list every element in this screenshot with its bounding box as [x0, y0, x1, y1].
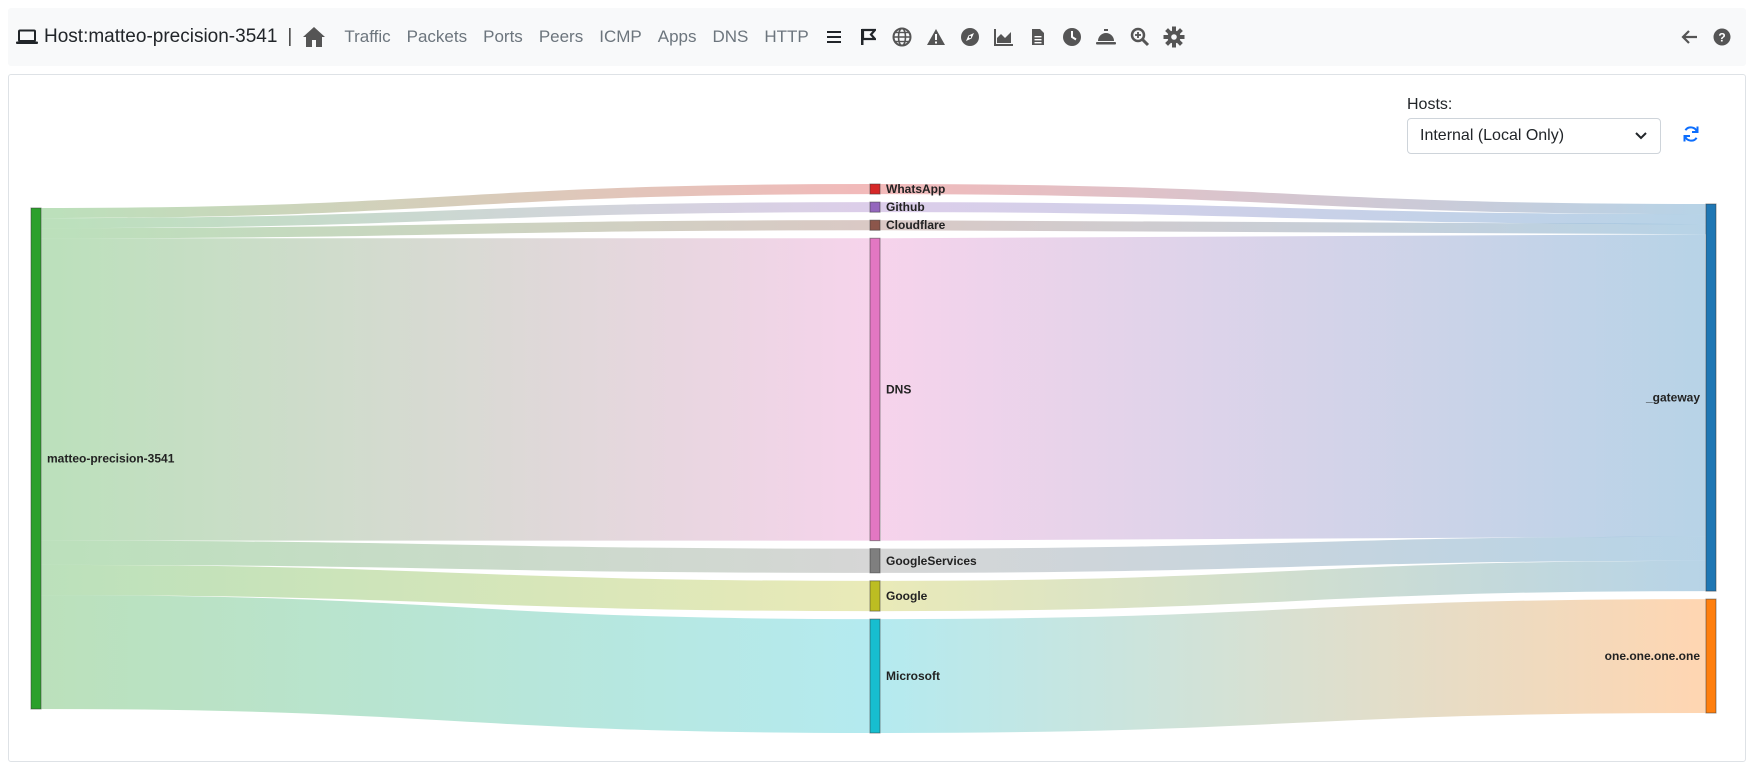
sankey-link-GoogleServices-to-_gateway[interactable] — [879, 536, 1707, 573]
sankey-label-DNS: DNS — [886, 382, 911, 396]
sankey-link-Github-to-_gateway[interactable] — [879, 202, 1707, 225]
sankey-node-Microsoft[interactable] — [869, 618, 881, 734]
hosts-filter-value: Internal (Local Only) — [1420, 127, 1565, 144]
sankey-label-Microsoft: Microsoft — [886, 669, 940, 683]
sankey-link-matteo-precision-3541-to-Microsoft[interactable] — [40, 595, 871, 733]
sankey-link-matteo-precision-3541-to-Github[interactable] — [40, 202, 871, 229]
sankey-node-Cloudflare[interactable] — [869, 219, 881, 231]
sankey-links — [40, 183, 1707, 733]
laptop-icon — [16, 29, 38, 45]
sankey-link-Google-to-_gateway[interactable] — [879, 560, 1707, 612]
home-icon[interactable] — [302, 26, 326, 48]
sankey-label-_gateway: _gateway — [1645, 391, 1700, 405]
top-navbar: Host: matteo-precision-3541 | Traffic Pa… — [8, 8, 1746, 66]
host-title: Host: matteo-precision-3541 — [16, 26, 277, 48]
sankey-node-DNS[interactable] — [869, 237, 881, 542]
sankey-node-matteo-precision-3541[interactable] — [30, 207, 42, 710]
sankey-link-Microsoft-to-one.one.one.one[interactable] — [879, 599, 1707, 733]
sankey-label-matteo-precision-3541: matteo-precision-3541 — [47, 452, 175, 466]
sankey-label-Google: Google — [886, 589, 928, 603]
flag-icon[interactable] — [851, 22, 885, 52]
sankey-link-matteo-precision-3541-to-Google[interactable] — [40, 564, 871, 612]
concierge-bell-icon[interactable] — [1089, 22, 1123, 52]
sankey-label-WhatsApp: WhatsApp — [886, 182, 945, 196]
chevron-down-icon — [1634, 131, 1648, 141]
sankey-nodes — [30, 183, 1717, 734]
compass-icon[interactable] — [953, 22, 987, 52]
nav-link-icmp[interactable]: ICMP — [599, 27, 642, 46]
sankey-label-one.one.one.one: one.one.one.one — [1605, 649, 1701, 663]
nav-link-dns[interactable]: DNS — [712, 27, 749, 46]
sankey-labels: matteo-precision-3541 WhatsApp Github Cloud… — [47, 182, 1700, 683]
sankey-link-Cloudflare-to-_gateway[interactable] — [879, 220, 1707, 235]
warning-icon[interactable] — [919, 22, 953, 52]
sankey-link-WhatsApp-to-_gateway[interactable] — [879, 183, 1707, 215]
back-arrow-icon[interactable] — [1674, 22, 1706, 52]
clock-icon[interactable] — [1055, 22, 1089, 52]
sankey-label-GoogleServices: GoogleServices — [886, 554, 977, 568]
svg-text:?: ? — [1718, 31, 1725, 45]
nav-link-http[interactable]: HTTP — [764, 27, 809, 46]
globe-icon[interactable] — [885, 22, 919, 52]
hosts-filter-label: Hosts: — [1407, 96, 1453, 113]
sankey-label-Github: Github — [886, 200, 925, 214]
search-plus-icon[interactable] — [1123, 22, 1157, 52]
sankey-node-WhatsApp[interactable] — [869, 183, 881, 195]
host-prefix: Host: — [44, 26, 89, 47]
sankey-node-_gateway[interactable] — [1705, 203, 1717, 592]
list-icon[interactable] — [817, 22, 851, 52]
host-name: matteo-precision-3541 — [88, 26, 278, 47]
help-icon[interactable]: ? — [1706, 22, 1738, 52]
nav-link-apps[interactable]: Apps — [657, 27, 697, 46]
file-icon[interactable] — [1021, 22, 1055, 52]
sankey-link-DNS-to-_gateway[interactable] — [879, 234, 1707, 541]
refresh-icon — [1682, 125, 1700, 148]
nav-link-ports[interactable]: Ports — [483, 27, 523, 46]
sankey-node-one.one.one.one[interactable] — [1705, 598, 1717, 714]
title-separator: | — [287, 26, 293, 47]
sankey-label-Cloudflare: Cloudflare — [886, 218, 946, 232]
area-chart-icon[interactable] — [987, 22, 1021, 52]
sankey-node-Google[interactable] — [869, 580, 881, 612]
gear-icon[interactable] — [1157, 22, 1191, 52]
sankey-link-matteo-precision-3541-to-WhatsApp[interactable] — [40, 183, 871, 219]
nav-link-traffic[interactable]: Traffic — [344, 27, 391, 46]
nav-link-peers[interactable]: Peers — [538, 27, 584, 46]
navbar-right-group: ? — [1674, 22, 1738, 52]
nav-link-packets[interactable]: Packets — [406, 27, 468, 46]
refresh-button[interactable] — [1676, 122, 1706, 150]
hosts-filter-select[interactable]: Internal (Local Only) — [1407, 118, 1661, 154]
sankey-link-matteo-precision-3541-to-Cloudflare[interactable] — [40, 220, 871, 239]
sankey-link-matteo-precision-3541-to-GoogleServices[interactable] — [40, 540, 871, 573]
sankey-node-GoogleServices[interactable] — [869, 548, 881, 574]
sankey-node-Github[interactable] — [869, 201, 881, 213]
